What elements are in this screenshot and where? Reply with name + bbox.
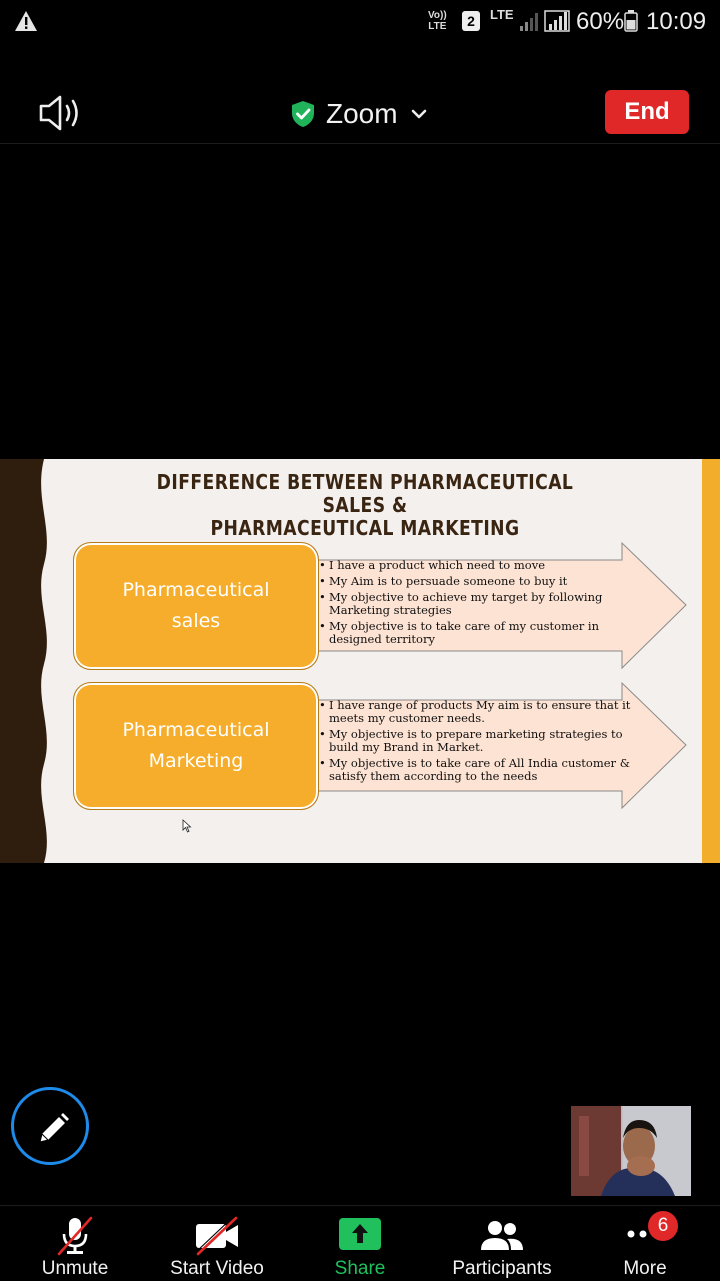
bullet-item: My objective is to prepare marketing str… (319, 728, 631, 754)
more-label: More (623, 1258, 667, 1279)
mouse-cursor-icon (182, 819, 192, 833)
bullet-item: My objective to achieve my target by fol… (319, 591, 631, 617)
slide-title: DIFFERENCE BETWEEN PHARMACEUTICAL SALES … (156, 470, 574, 540)
signal-strength-icon (520, 13, 538, 31)
slide-wave-border (0, 459, 47, 863)
warning-icon (15, 11, 37, 31)
bullet-item: My objective is to take care of All Indi… (319, 757, 631, 783)
unmute-button[interactable]: Unmute (20, 1206, 130, 1281)
meeting-title: Zoom (326, 98, 398, 129)
share-button[interactable]: Share (310, 1206, 410, 1281)
slide-bullets-marketing: I have range of products My aim is to en… (319, 699, 631, 786)
meeting-title-dropdown[interactable]: Zoom (290, 94, 428, 134)
status-bar: Vo)) LTE 2 LTE 60% 10:09 (0, 0, 720, 44)
speaker-icon[interactable] (38, 93, 84, 133)
microphone-muted-icon (57, 1216, 93, 1256)
clock: 10:09 (646, 8, 707, 35)
network-type: LTE (490, 7, 514, 22)
video-camera-off-icon (195, 1215, 238, 1256)
pencil-icon (39, 1113, 69, 1143)
slide-bullets-sales: I have a product which need to move My A… (319, 559, 631, 649)
bullet-item: I have a product which need to move (319, 559, 631, 573)
more-button[interactable]: More (600, 1206, 690, 1281)
battery-icon (624, 10, 638, 32)
slide-accent-stripe (702, 459, 720, 863)
signal-strength-icon (544, 10, 570, 32)
sim-slot-badge: 2 (462, 11, 480, 31)
unmute-label: Unmute (41, 1258, 109, 1279)
header-divider (0, 143, 720, 144)
encryption-shield-icon (292, 101, 314, 127)
start-video-button[interactable]: Start Video (160, 1206, 274, 1281)
self-video-person (571, 1106, 691, 1196)
share-label: Share (334, 1258, 386, 1279)
end-meeting-button[interactable]: End (605, 90, 689, 134)
slide-box-sales: Pharmaceutical sales (73, 542, 319, 670)
participants-icon (481, 1221, 523, 1250)
participants-button[interactable]: Participants (442, 1206, 562, 1281)
self-video-thumbnail[interactable] (571, 1106, 691, 1196)
battery-percent: 60% (576, 8, 625, 35)
chevron-down-icon (411, 109, 426, 119)
start-video-label: Start Video (170, 1258, 264, 1279)
bullet-item: My Aim is to persuade someone to buy it (319, 575, 631, 589)
slide-box-marketing: Pharmaceutical Marketing (73, 682, 319, 810)
share-screen-icon (339, 1218, 381, 1250)
shared-screen-slide: DIFFERENCE BETWEEN PHARMACEUTICAL SALES … (0, 459, 720, 863)
bullet-item: I have range of products My aim is to en… (319, 699, 631, 725)
participants-label: Participants (452, 1258, 552, 1279)
meeting-toolbar: Unmute Start Video Share Participants (0, 1205, 720, 1281)
annotate-button[interactable] (11, 1087, 89, 1165)
notification-badge: 6 (648, 1211, 678, 1241)
bullet-item: My objective is to take care of my custo… (319, 620, 631, 646)
volte-indicator: Vo)) LTE (428, 10, 447, 32)
